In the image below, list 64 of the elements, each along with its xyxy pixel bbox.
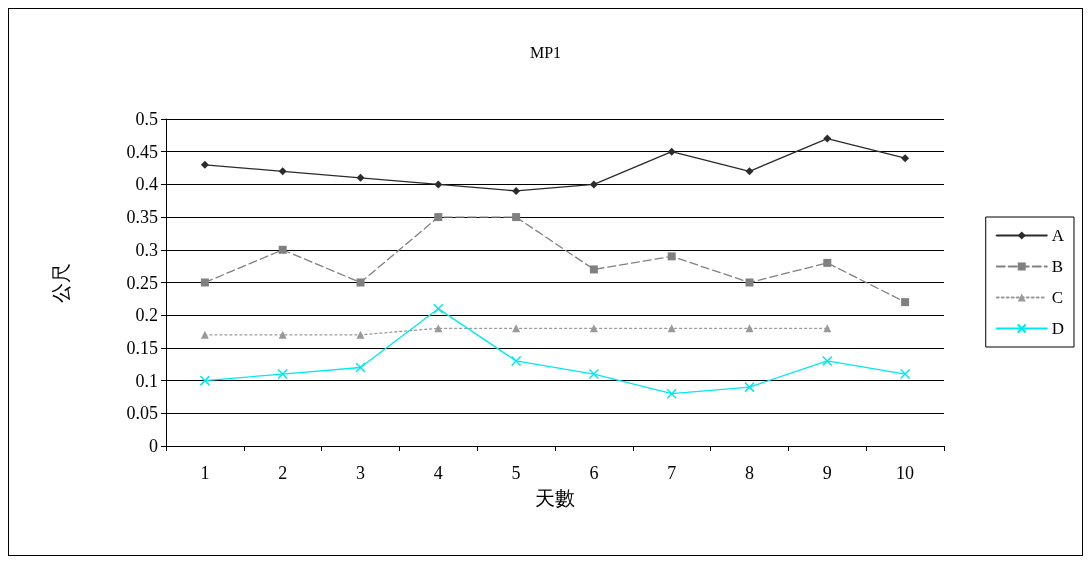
- x-tick-label: 10: [896, 463, 915, 483]
- x-tick-label: 2: [278, 463, 288, 483]
- point: [512, 213, 521, 222]
- point: [199, 375, 211, 386]
- x-tick-label: 1: [200, 463, 210, 483]
- x-tick-label: 9: [822, 463, 832, 483]
- x-tick-label: 8: [745, 463, 754, 483]
- point: [356, 330, 365, 339]
- point: [823, 258, 832, 267]
- point: [355, 362, 366, 373]
- point: [901, 154, 910, 163]
- point: [356, 173, 365, 182]
- point: [278, 330, 287, 339]
- x-tick-label: 4: [433, 463, 443, 483]
- x-tick-label: 3: [356, 463, 365, 483]
- legend-label: D: [1051, 319, 1064, 338]
- point: [667, 147, 676, 156]
- x-axis-title: 天數: [535, 487, 575, 509]
- legend-label: B: [1051, 257, 1064, 276]
- y-tick-label: 0.25: [126, 272, 158, 293]
- point: [899, 368, 911, 380]
- legend-label: A: [1051, 226, 1065, 245]
- point: [512, 186, 521, 195]
- x-tick-label: 7: [667, 463, 677, 483]
- point: [901, 298, 910, 307]
- point: [200, 278, 209, 287]
- y-tick-label: 0.4: [135, 174, 158, 195]
- point: [745, 278, 754, 287]
- point: [278, 245, 287, 254]
- point: [434, 213, 443, 222]
- point: [510, 355, 522, 367]
- y-tick-label: 0.05: [126, 403, 158, 424]
- point: [512, 324, 521, 333]
- point: [667, 252, 676, 261]
- y-tick-label: 0.1: [135, 370, 158, 391]
- point: [277, 368, 288, 380]
- point: [744, 381, 755, 393]
- y-tick-label: 0.35: [126, 207, 158, 228]
- point: [589, 324, 598, 333]
- point: [200, 330, 209, 339]
- point: [745, 167, 754, 176]
- chart-title: MP1: [529, 43, 562, 61]
- y-tick-label: 0: [149, 436, 158, 456]
- point: [433, 303, 444, 314]
- y-tick-label: 0.45: [126, 141, 158, 162]
- point: [588, 368, 600, 380]
- point: [200, 160, 209, 169]
- point: [589, 265, 598, 274]
- x-tick-label: 5: [511, 463, 521, 483]
- point: [434, 180, 443, 189]
- y-tick-label: 0.15: [126, 337, 158, 358]
- y-tick-label: 0.2: [135, 305, 158, 326]
- point: [278, 167, 287, 176]
- point: [589, 180, 598, 189]
- point: [666, 388, 677, 399]
- point: [823, 134, 832, 143]
- point: [356, 278, 365, 287]
- point: [745, 324, 754, 333]
- y-tick-label: 0.3: [135, 239, 158, 260]
- x-tick-label: 6: [589, 463, 599, 483]
- legend-label: C: [1051, 288, 1064, 307]
- y-tick-label: 0.5: [135, 109, 158, 129]
- y-axis-title: 公尺: [50, 262, 72, 303]
- point: [822, 355, 833, 367]
